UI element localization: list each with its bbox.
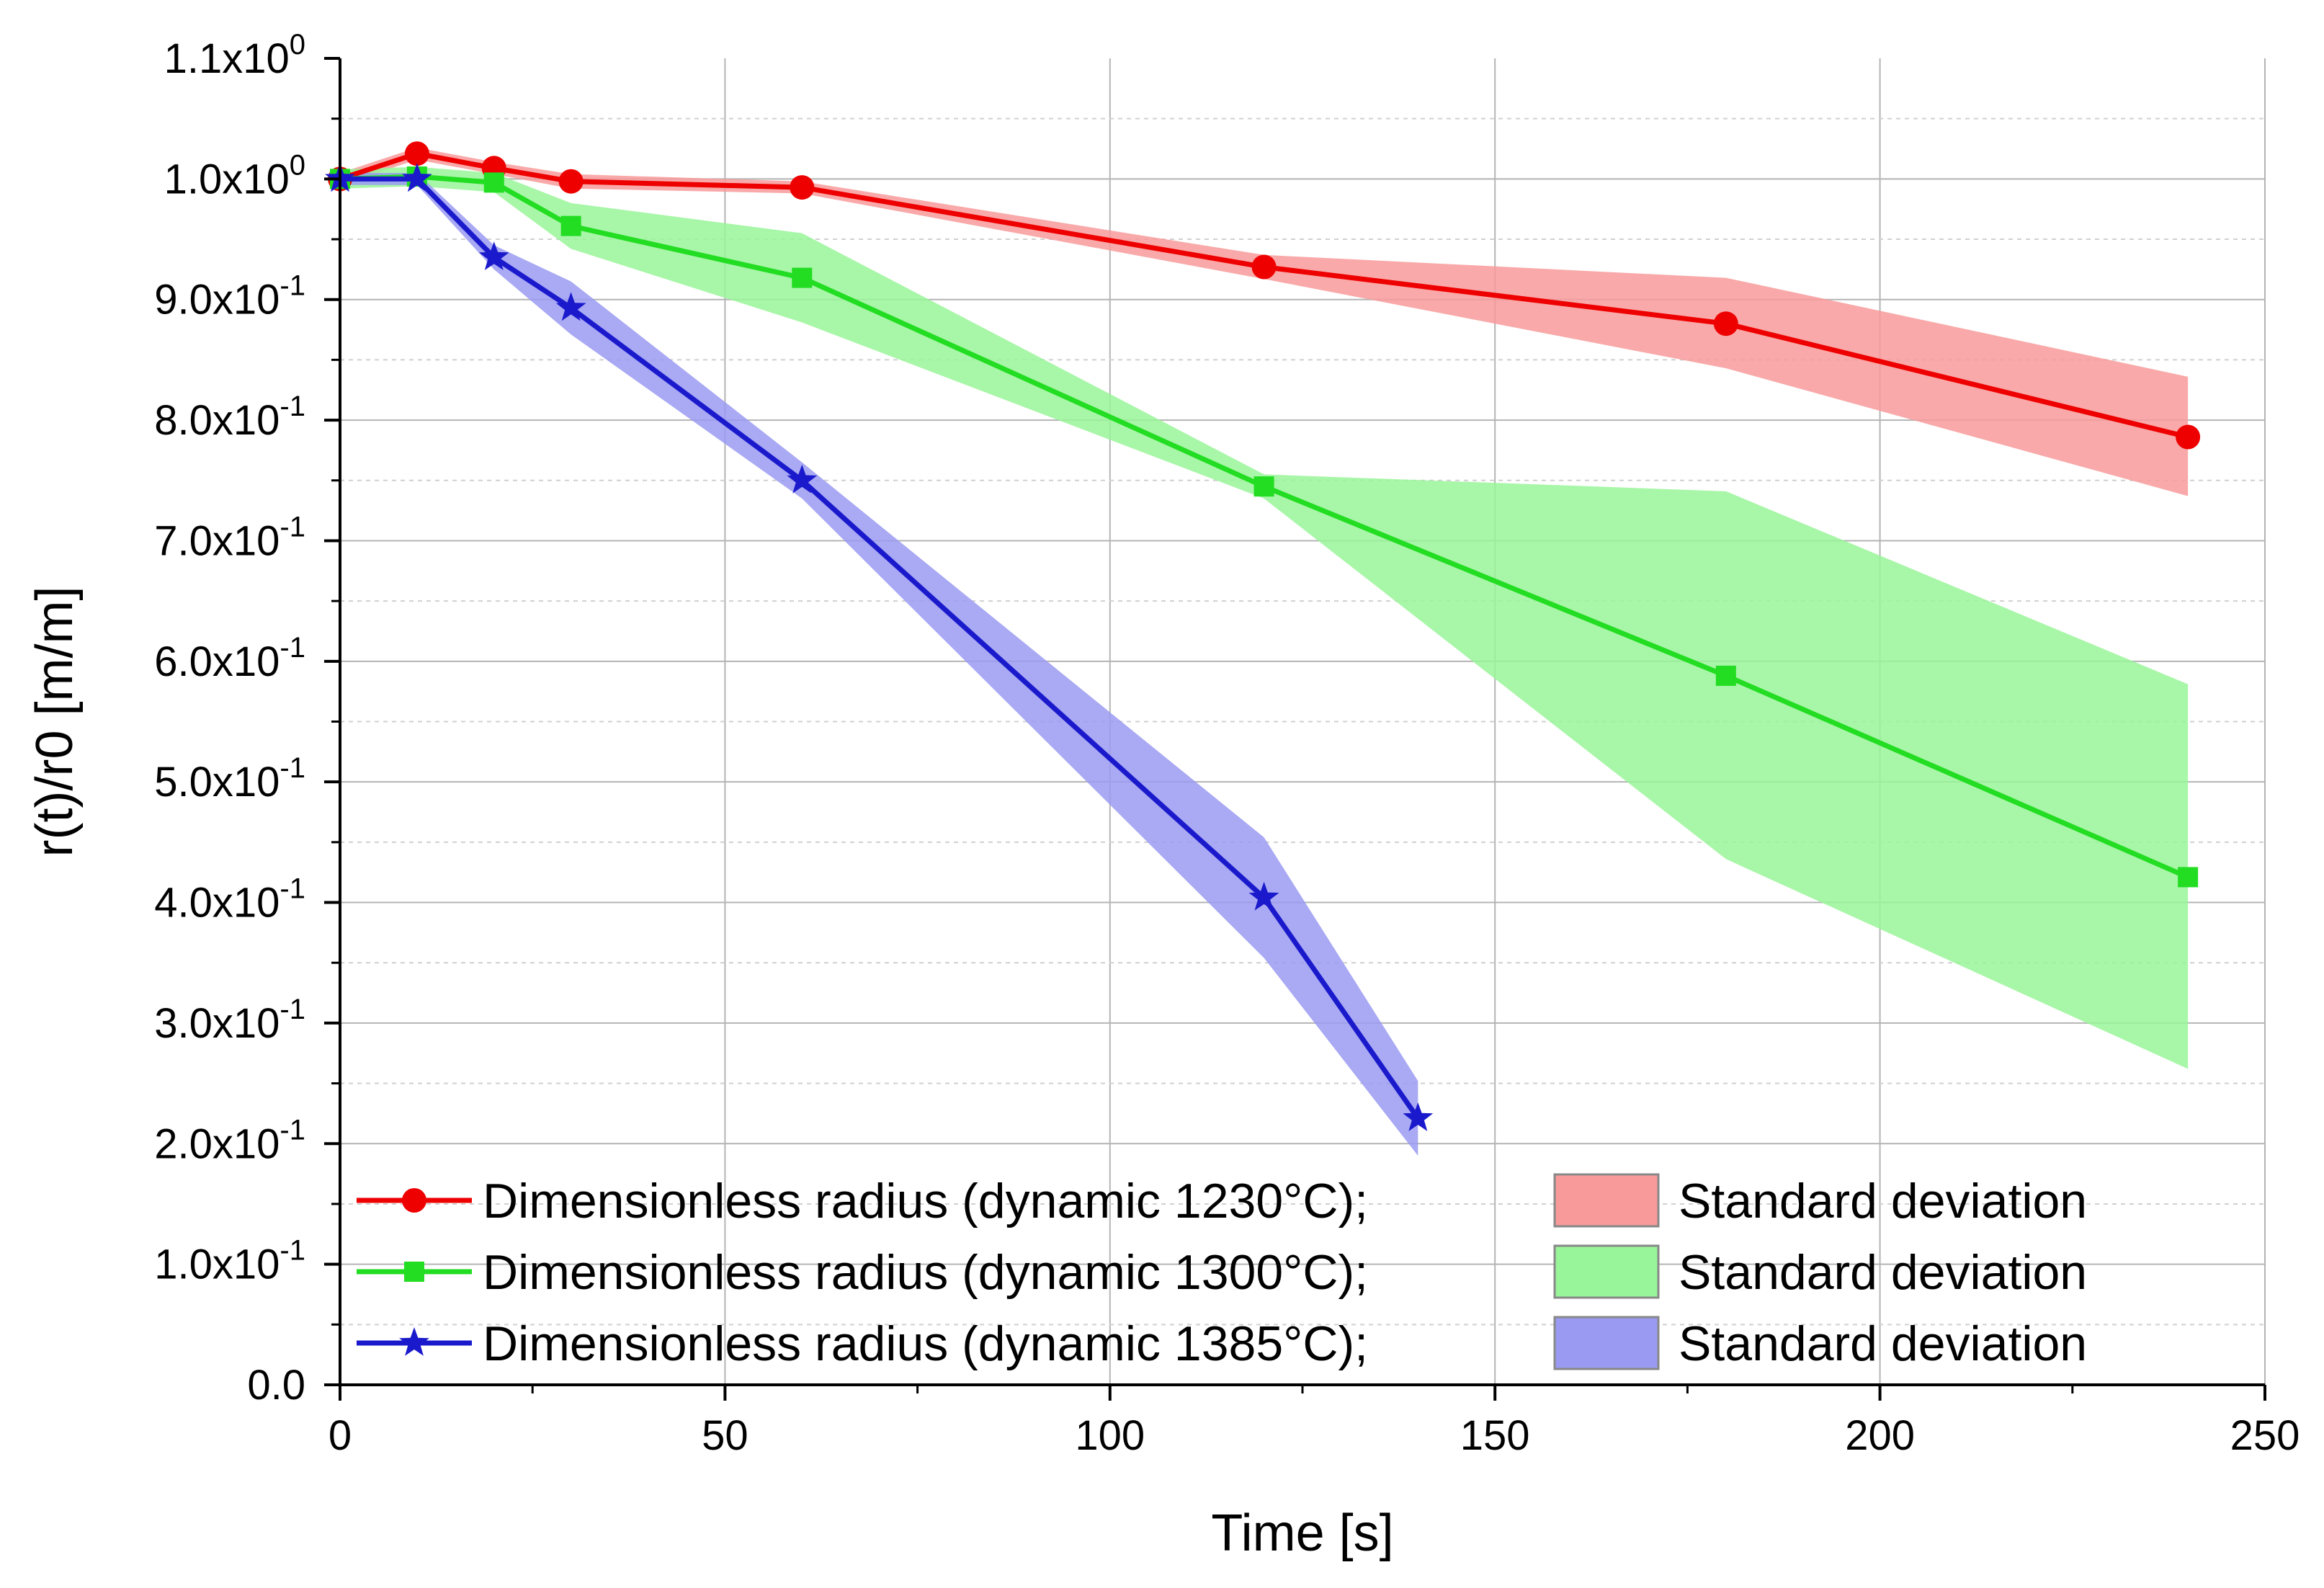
data-point-series-2 <box>2178 867 2199 888</box>
legend-swatch-3 <box>1553 1316 1660 1370</box>
data-point-series-3 <box>402 163 432 192</box>
data-point-series-1 <box>790 175 815 200</box>
x-tick-label: 100 <box>1075 1412 1145 1459</box>
legend-band-label-1: Standard deviation <box>1679 1174 2087 1228</box>
y-tick-label: 5.0x10-1 <box>154 752 305 806</box>
y-axis-title: r(t)/r0 [m/m] <box>26 586 84 857</box>
data-point-series-2 <box>560 215 581 236</box>
y-tick-label: 1.0x100 <box>164 149 305 202</box>
x-tick-label: 200 <box>1845 1412 1915 1459</box>
legend-marker-1 <box>402 1188 426 1213</box>
y-tick-label: 3.0x10-1 <box>154 994 305 1047</box>
series-line-1 <box>339 151 2189 440</box>
data-point-series-3 <box>1403 1102 1434 1131</box>
x-tick-label: 0 <box>329 1412 352 1459</box>
std-band-series-2 <box>340 166 2189 1069</box>
y-tick-label: 0.0 <box>247 1362 305 1409</box>
series-lines <box>325 141 2201 1131</box>
data-point-series-1 <box>1713 311 1738 336</box>
data-point-series-3 <box>478 241 509 270</box>
legend-band-label-3: Standard deviation <box>1679 1316 2087 1371</box>
x-tick-label: 250 <box>2230 1412 2300 1459</box>
y-tick-label: 1.1x100 <box>164 29 305 82</box>
legend-label-3: Dimensionless radius (dynamic 1385°C); <box>483 1316 1368 1371</box>
data-point-series-2 <box>1253 476 1274 497</box>
data-point-series-3 <box>1248 881 1279 911</box>
y-tick-label: 9.0x10-1 <box>154 270 305 324</box>
y-tick-label: 1.0x10-1 <box>154 1235 305 1288</box>
data-point-series-1 <box>1251 254 1277 280</box>
legend-swatch-2 <box>1553 1244 1660 1299</box>
legend-marker-3 <box>399 1327 429 1356</box>
y-tick-label: 7.0x10-1 <box>154 511 305 564</box>
axes: 0 50 100 150 200 250 0.0 1.0x10-1 2.0x10-1 3.0x10… <box>154 29 2300 1459</box>
data-point-series-2 <box>483 172 504 193</box>
data-point-series-1 <box>558 169 584 194</box>
x-tick-label: 150 <box>1460 1412 1530 1459</box>
x-tick-label: 50 <box>702 1412 748 1459</box>
legend: Dimensionless radius (dynamic 1230°C); St… <box>357 1173 2087 1371</box>
std-band-series-1 <box>340 147 2189 496</box>
data-point-series-1 <box>404 141 429 166</box>
x-axis-title: Time [s] <box>1211 1504 1393 1562</box>
data-point-series-3 <box>787 464 818 494</box>
y-tick-label: 2.0x10-1 <box>154 1114 305 1167</box>
data-point-series-2 <box>1715 665 1736 686</box>
legend-band-label-2: Standard deviation <box>1679 1245 2087 1300</box>
data-point-series-1 <box>2176 424 2201 450</box>
data-point-series-3 <box>555 292 586 321</box>
data-point-series-2 <box>792 267 813 288</box>
std-bands <box>340 147 2189 1156</box>
series-line-2 <box>339 174 2189 880</box>
legend-marker-2 <box>404 1262 424 1282</box>
legend-label-2: Dimensionless radius (dynamic 1300°C); <box>483 1245 1368 1300</box>
y-tick-label: 4.0x10-1 <box>154 873 305 927</box>
legend-label-1: Dimensionless radius (dynamic 1230°C); <box>483 1174 1368 1228</box>
legend-swatch-1 <box>1553 1173 1660 1228</box>
y-tick-label: 6.0x10-1 <box>154 632 305 685</box>
y-tick-label: 8.0x10-1 <box>154 391 305 444</box>
